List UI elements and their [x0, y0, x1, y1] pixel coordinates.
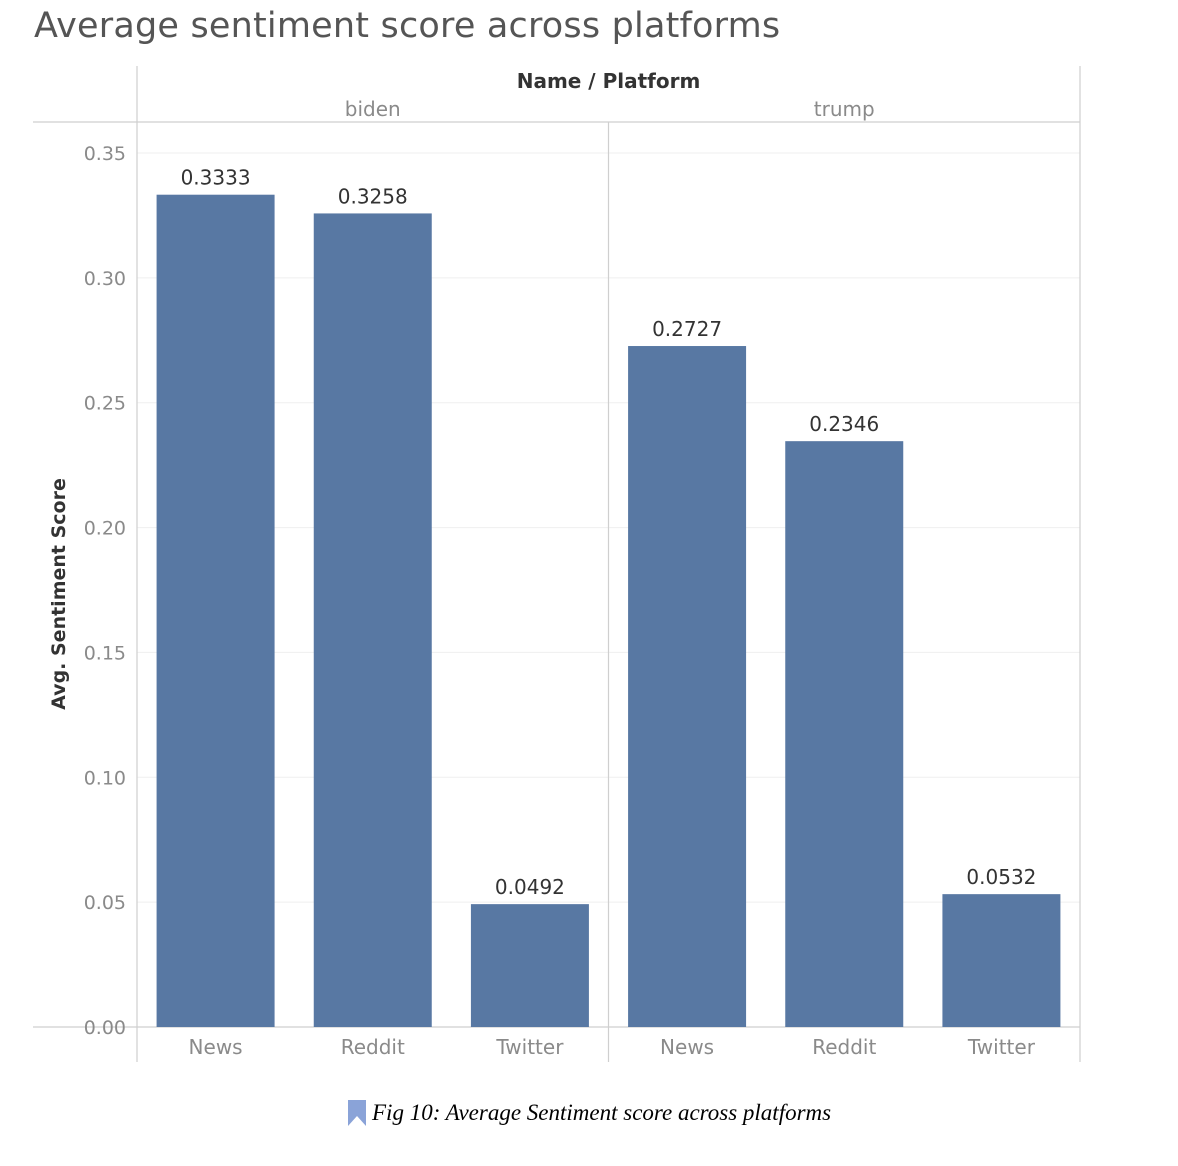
- x-tick-label: Twitter: [495, 1035, 564, 1059]
- chart-title: Average sentiment score across platforms: [34, 6, 781, 46]
- bar-biden-news: [156, 194, 275, 1028]
- y-tick-label: 0.00: [84, 1017, 126, 1039]
- data-label: 0.0492: [495, 875, 565, 899]
- x-tick-label: Twitter: [967, 1035, 1036, 1059]
- y-tick-label: 0.25: [84, 393, 126, 415]
- y-axis-title: Avg. Sentiment Score: [48, 478, 70, 710]
- data-label: 0.0532: [966, 865, 1036, 889]
- group-label-biden: biden: [345, 97, 401, 121]
- caption-text: Fig 10: Average Sentiment score across p…: [372, 1100, 832, 1125]
- bar-trump-reddit: [785, 441, 904, 1027]
- x-tick-label: Reddit: [341, 1035, 405, 1059]
- data-label: 0.3333: [181, 166, 251, 190]
- y-tick-label: 0.05: [84, 892, 126, 914]
- y-tick-label: 0.15: [84, 642, 126, 664]
- data-label: 0.2346: [809, 412, 879, 436]
- bar-trump-news: [628, 346, 747, 1027]
- bar-trump-twitter: [942, 894, 1061, 1027]
- x-tick-label: News: [660, 1035, 714, 1059]
- data-label: 0.3258: [338, 184, 408, 208]
- bookmark-icon: [348, 1100, 366, 1126]
- x-tick-label: News: [189, 1035, 243, 1059]
- bars: [156, 194, 1061, 1028]
- y-tick-label: 0.30: [84, 268, 126, 290]
- y-tick-label: 0.20: [84, 518, 126, 540]
- bar-biden-reddit: [313, 213, 432, 1028]
- y-tick-label: 0.35: [84, 143, 126, 165]
- y-tick-label: 0.10: [84, 767, 126, 789]
- x-tick-label: Reddit: [812, 1035, 876, 1059]
- header-title: Name / Platform: [517, 69, 701, 93]
- figure-caption: Fig 10: Average Sentiment score across p…: [348, 1100, 831, 1126]
- chart-frame: [33, 66, 1081, 1062]
- group-label-trump: trump: [814, 97, 875, 121]
- data-label: 0.2727: [652, 317, 722, 341]
- bar-chart: 0.00 0.05 0.10 0.15 0.20 0.25 0.30 0.35 Name / P…: [33, 66, 1081, 1062]
- labels: 0.00 0.05 0.10 0.15 0.20 0.25 0.30 0.35 Name / P…: [48, 69, 1036, 1059]
- bar-biden-twitter: [470, 904, 589, 1027]
